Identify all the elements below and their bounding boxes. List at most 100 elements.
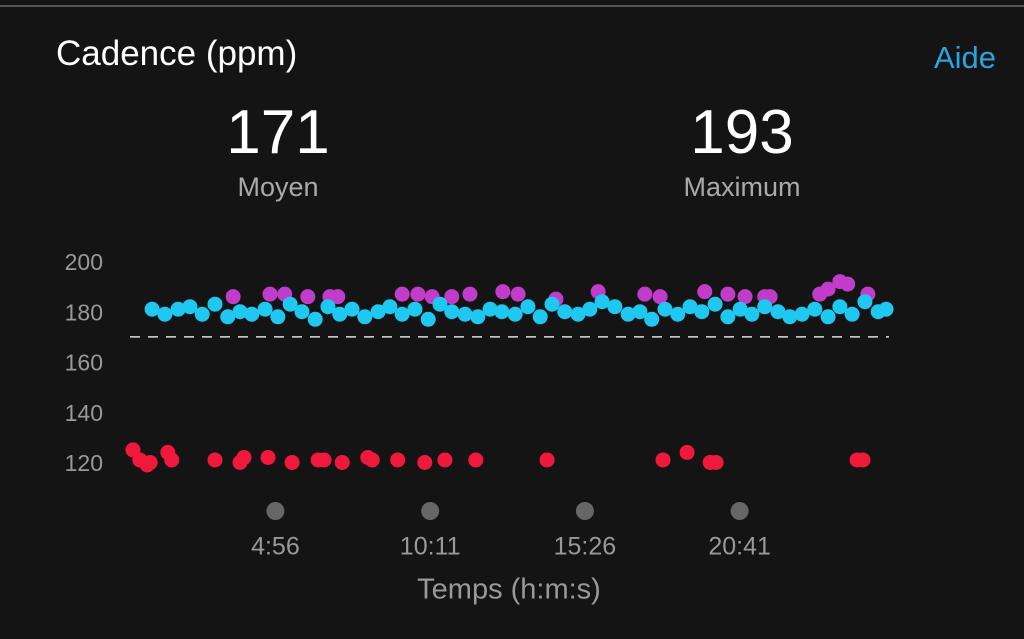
divider: [0, 5, 1024, 7]
point: [582, 301, 598, 317]
average-label: Moyen: [237, 172, 319, 202]
point: [207, 452, 223, 468]
point: [300, 289, 316, 305]
point: [670, 306, 686, 322]
x-tick-dot: [730, 502, 749, 520]
title: Cadence (ppm): [56, 34, 298, 73]
point: [707, 296, 723, 312]
point: [432, 296, 448, 312]
point: [420, 311, 436, 327]
point: [557, 304, 573, 320]
point: [652, 289, 668, 305]
y-tick-label: 160: [65, 350, 103, 376]
point: [444, 289, 460, 305]
point: [207, 296, 223, 312]
point: [544, 296, 560, 312]
point: [394, 286, 410, 302]
point: [142, 454, 158, 470]
point: [407, 301, 423, 317]
maximum-label: Maximum: [683, 172, 801, 202]
point: [316, 452, 332, 468]
point: [462, 286, 478, 302]
point: [270, 309, 286, 325]
point: [620, 306, 636, 322]
point: [539, 452, 555, 468]
point: [708, 454, 724, 470]
point: [457, 306, 473, 322]
point: [570, 306, 586, 322]
point: [307, 311, 323, 327]
point: [284, 454, 300, 470]
x-tick-label: 10:11: [400, 533, 461, 561]
x-tick-label: 20:41: [708, 533, 771, 561]
point: [357, 309, 373, 325]
x-axis-label: Temps (h:m:s): [417, 574, 601, 606]
x-tick-label: 4:56: [251, 533, 300, 561]
average-value: 171: [226, 98, 330, 167]
point: [770, 304, 786, 320]
x-tick-dot: [421, 502, 440, 520]
point: [878, 301, 894, 317]
point: [844, 306, 860, 322]
point: [607, 299, 623, 315]
point: [720, 286, 736, 302]
y-tick-label: 140: [65, 400, 103, 426]
point: [757, 299, 773, 315]
point: [437, 452, 453, 468]
point: [820, 309, 836, 325]
point: [244, 306, 260, 322]
point: [482, 301, 498, 317]
point: [507, 306, 523, 322]
x-tick-label: 15:26: [554, 533, 617, 561]
point: [225, 289, 241, 305]
point: [194, 306, 210, 322]
point: [182, 299, 198, 315]
point: [164, 452, 180, 468]
point: [262, 286, 278, 302]
point: [494, 304, 510, 320]
point: [697, 284, 713, 300]
point: [744, 306, 760, 322]
point: [820, 281, 836, 297]
y-tick-label: 200: [65, 249, 103, 275]
point: [170, 301, 186, 317]
point: [257, 301, 273, 317]
point: [334, 454, 350, 470]
x-tick-dot: [266, 502, 285, 520]
point: [832, 299, 848, 315]
point: [332, 306, 348, 322]
point: [679, 444, 695, 460]
point: [410, 286, 426, 302]
point: [157, 306, 173, 322]
point: [382, 299, 398, 315]
point: [370, 304, 386, 320]
point: [144, 301, 160, 317]
point: [232, 304, 248, 320]
point: [510, 286, 526, 302]
point: [807, 301, 823, 317]
point: [840, 276, 856, 292]
point: [320, 299, 336, 315]
point: [794, 306, 810, 322]
point: [220, 309, 236, 325]
point: [495, 284, 511, 300]
point: [330, 289, 346, 305]
point: [682, 299, 698, 315]
point: [417, 454, 433, 470]
point: [444, 304, 460, 320]
point: [857, 294, 873, 310]
point: [720, 309, 736, 325]
point: [782, 309, 798, 325]
x-tick-dot: [575, 502, 594, 520]
point: [520, 299, 536, 315]
point: [344, 301, 360, 317]
point: [737, 289, 753, 305]
point: [855, 452, 871, 468]
point: [468, 452, 484, 468]
point: [594, 294, 610, 310]
point: [732, 301, 748, 317]
help-link[interactable]: Aide: [933, 40, 996, 75]
